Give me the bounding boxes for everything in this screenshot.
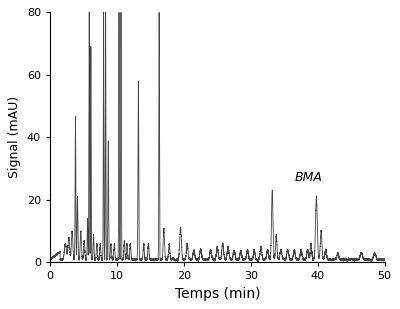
- Y-axis label: Signal (mAU): Signal (mAU): [8, 96, 21, 178]
- X-axis label: Temps (min): Temps (min): [175, 287, 260, 301]
- Text: BMA: BMA: [294, 171, 322, 184]
